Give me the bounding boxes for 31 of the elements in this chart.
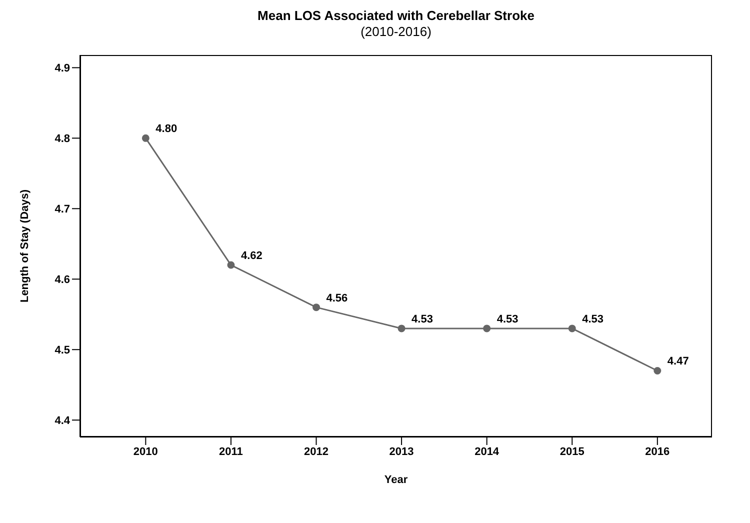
y-tick-label: 4.4 — [54, 414, 71, 427]
y-tick-label: 4.9 — [54, 62, 70, 75]
point — [483, 324, 491, 332]
y-tick-label: 4.7 — [54, 204, 70, 216]
x-tick-label: 2011 — [219, 446, 243, 458]
x-axis-title: Year — [384, 474, 408, 486]
data-label: 4.53 — [496, 313, 518, 326]
point — [227, 261, 235, 269]
data-label: 4.47 — [667, 356, 689, 368]
data-label: 4.53 — [582, 313, 604, 326]
data-label: 4.80 — [156, 123, 178, 136]
x-tick-label: 2015 — [560, 446, 584, 458]
point — [312, 304, 320, 312]
point — [142, 134, 150, 142]
point — [568, 324, 576, 332]
x-tick-label: 2013 — [389, 446, 414, 458]
chart-title: Mean LOS Associated with Cerebellar Stroke — [256, 8, 536, 24]
data-label: 4.53 — [412, 313, 433, 326]
chart-subtitle: (2010-2016) — [360, 24, 432, 40]
y-tick-label: 4.5 — [54, 344, 70, 357]
y-tick-label: 4.6 — [54, 274, 70, 286]
data-label: 4.62 — [240, 250, 262, 262]
y-axis-title: Length of Stay (Days) — [18, 189, 31, 303]
x-tick-label: 2016 — [645, 446, 670, 458]
data-label: 4.56 — [326, 292, 348, 304]
x-tick-label: 2010 — [133, 446, 158, 458]
x-tick-label: 2012 — [304, 446, 328, 458]
y-tick-label: 4.8 — [54, 133, 70, 146]
point — [398, 324, 406, 332]
point — [654, 367, 662, 374]
x-tick-label: 2014 — [474, 446, 500, 458]
